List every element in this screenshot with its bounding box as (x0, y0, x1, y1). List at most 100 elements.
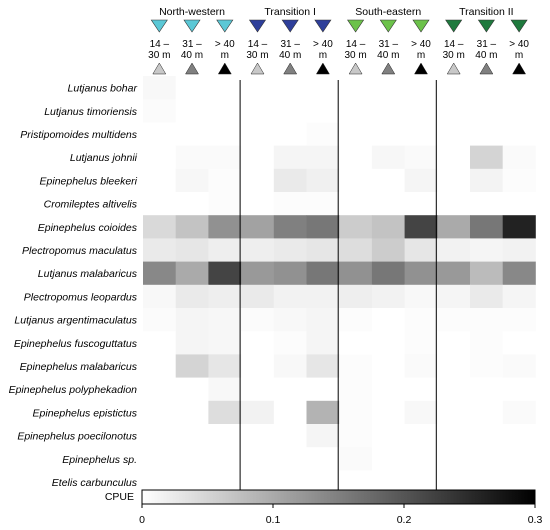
region-marker-triangle (183, 19, 201, 33)
region-marker-triangle (150, 19, 168, 33)
heatmap-cell (208, 284, 242, 309)
heatmap-cell (470, 424, 504, 448)
depth-label: 31 – (280, 39, 300, 50)
heatmap-cell (143, 192, 177, 216)
heatmap-cell (339, 168, 373, 193)
heatmap-cell (241, 168, 275, 193)
heatmap-cell (306, 447, 340, 471)
heatmap-cell (339, 308, 373, 332)
heatmap-cell (241, 122, 275, 146)
heatmap-cell (339, 192, 373, 216)
depth-marker-triangle (479, 62, 494, 75)
heatmap-cell (175, 354, 209, 378)
heatmap-cell (175, 447, 209, 471)
heatmap-cell (470, 447, 504, 471)
depth-label: 31 – (379, 39, 399, 50)
depth-label: > 40 (313, 39, 333, 50)
heatmap-cell (306, 145, 340, 170)
heatmap-cell (273, 447, 307, 471)
heatmap-cell (437, 215, 471, 239)
heatmap-cell (339, 377, 373, 402)
heatmap-cell (404, 99, 438, 123)
heatmap-cell (306, 284, 340, 309)
heatmap-cell (470, 261, 504, 286)
colorbar-tick-label: 0.3 (528, 514, 543, 526)
heatmap-cell (241, 284, 275, 309)
heatmap-cell (339, 354, 373, 378)
heatmap-cell (306, 168, 340, 193)
heatmap-cell (437, 284, 471, 309)
heatmap-cell (241, 308, 275, 332)
heatmap-cell (371, 99, 405, 123)
heatmap-cell (371, 284, 405, 309)
heatmap-cell (437, 400, 471, 425)
heatmap-cell (502, 331, 536, 355)
depth-label: 40 m (279, 50, 301, 61)
heatmap-cell (437, 238, 471, 262)
heatmap-cell (339, 284, 373, 309)
heatmap-cell (241, 470, 275, 494)
heatmap-cell (470, 192, 504, 216)
heatmap-cell (404, 76, 438, 100)
region-label: Transition II (459, 6, 513, 18)
region-marker-triangle (216, 19, 234, 33)
heatmap-cell (404, 168, 438, 193)
heatmap-cell (371, 424, 405, 448)
colorbar-tick-label: 0.2 (397, 514, 412, 526)
heatmap-cell (470, 145, 504, 170)
heatmap-cell (404, 308, 438, 332)
heatmap-cell (273, 145, 307, 170)
heatmap-cell (339, 99, 373, 123)
heatmap-cell (502, 122, 536, 146)
heatmap-cell (371, 308, 405, 332)
heatmap-cell (208, 447, 242, 471)
heatmap-cell (470, 400, 504, 425)
heatmap-cell (404, 192, 438, 216)
heatmap-cell (143, 400, 177, 425)
heatmap-cell (175, 215, 209, 239)
heatmap-cell (502, 308, 536, 332)
heatmap-cell (437, 122, 471, 146)
heatmap-cell (241, 192, 275, 216)
heatmap-cell (371, 76, 405, 100)
heatmap-cell (208, 168, 242, 193)
heatmap-cell (273, 215, 307, 239)
depth-label: m (515, 50, 523, 61)
heatmap-cell (470, 76, 504, 100)
heatmap-cell (437, 192, 471, 216)
heatmap-cell (404, 261, 438, 286)
region-marker-triangle (248, 19, 267, 33)
depth-label: 30 m (246, 50, 268, 61)
heatmap-cell (241, 215, 275, 239)
species-label: Cromileptes altivelis (44, 199, 138, 211)
heatmap-cell (241, 447, 275, 471)
depth-label: > 40 (411, 39, 431, 50)
heatmap-cell (404, 447, 438, 471)
heatmap-cell (306, 122, 340, 146)
depth-marker-triangle (283, 62, 298, 75)
heatmap-cell (502, 354, 536, 378)
species-labels: Lutjanus bohar Lutjanus timoriensis Pristi… (9, 83, 138, 489)
heatmap-cell (208, 215, 242, 239)
depth-label: 31 – (477, 39, 497, 50)
heatmap-cell (371, 192, 405, 216)
heatmap-cell (371, 122, 405, 146)
heatmap-cell (371, 215, 405, 239)
heatmap-cell (404, 215, 438, 239)
heatmap-cell (470, 215, 504, 239)
species-label: Lutjanus malabaricus (38, 268, 138, 280)
heatmap-cell (339, 76, 373, 100)
heatmap-cell (404, 424, 438, 448)
heatmap-cell (306, 308, 340, 332)
heatmap-cell (143, 447, 177, 471)
region-label: Transition I (264, 6, 316, 18)
heatmap-cell (143, 470, 177, 494)
species-label: Etelis carbunculus (52, 477, 138, 489)
depth-marker-triangle (512, 62, 527, 75)
depth-label: 14 – (248, 39, 268, 50)
heatmap-cell (241, 99, 275, 123)
heatmap-cell (502, 447, 536, 471)
heatmap-cell (339, 424, 373, 448)
species-label: Epinephelus polyphekadion (9, 384, 138, 396)
